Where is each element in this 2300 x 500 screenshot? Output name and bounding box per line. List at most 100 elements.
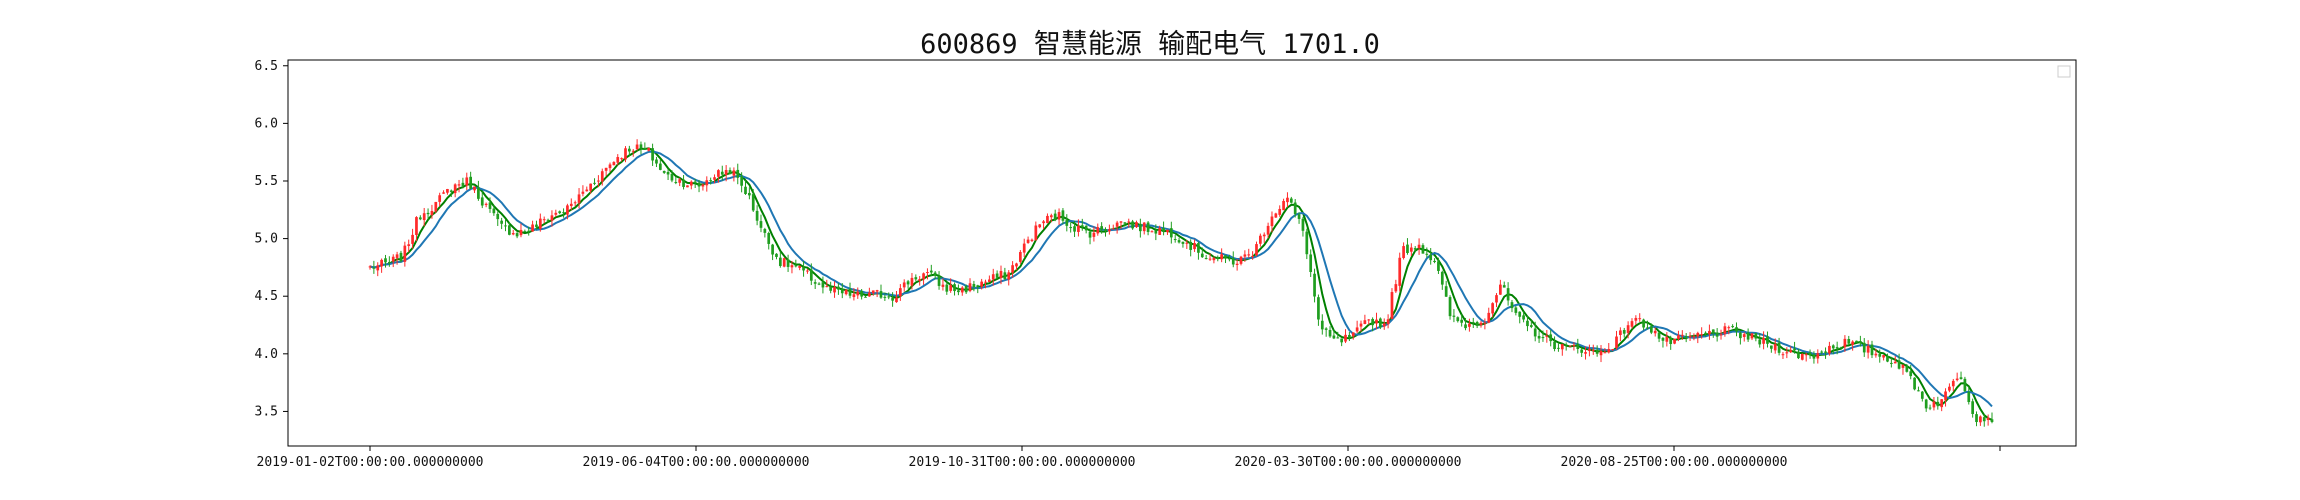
candle [1646, 320, 1649, 330]
candle-body [1510, 302, 1514, 309]
candle-body [1483, 322, 1487, 324]
candle [608, 162, 612, 172]
candle [515, 232, 519, 239]
candle-body [411, 234, 414, 244]
candle-body [1231, 258, 1235, 265]
candle [709, 177, 713, 185]
candle-body [720, 171, 724, 175]
candle [1591, 344, 1595, 355]
y-tick-label: 4.0 [255, 347, 278, 362]
candle [1731, 324, 1734, 329]
candle [1216, 255, 1220, 262]
candle-body [817, 283, 821, 285]
candle-body [771, 244, 774, 255]
candle [1754, 332, 1758, 342]
candle [1351, 332, 1355, 340]
candle-body [1193, 243, 1196, 250]
candle-body [1111, 228, 1115, 230]
candle [1274, 212, 1278, 218]
candle-body [1475, 321, 1479, 326]
candle-body [465, 177, 469, 186]
candle [1073, 220, 1076, 238]
candle [562, 208, 565, 218]
candle-body [1328, 329, 1332, 337]
candle [1665, 332, 1669, 347]
candle [647, 147, 651, 152]
candle-body [407, 244, 411, 247]
candle-body [717, 170, 720, 177]
candle [1034, 221, 1038, 241]
candle-body [1324, 328, 1328, 330]
candle [1878, 349, 1882, 363]
candle [1197, 241, 1200, 260]
candle-body [1247, 254, 1251, 256]
candle-body [1402, 246, 1405, 258]
candle-body [1932, 401, 1936, 408]
candle [1460, 314, 1464, 327]
candle [1510, 299, 1514, 313]
candle [837, 283, 840, 295]
candle-body [1804, 354, 1808, 356]
candle-body [1084, 225, 1088, 231]
candle [399, 250, 403, 263]
candle-body [1088, 231, 1092, 238]
candle-body [1154, 230, 1158, 234]
candle [806, 268, 809, 274]
candle-body [1080, 225, 1084, 228]
candle-body [678, 179, 682, 183]
candle [1235, 259, 1239, 271]
candle-body [1878, 353, 1882, 357]
candle [569, 198, 573, 211]
candle [492, 205, 496, 216]
candle-body [1936, 401, 1940, 407]
candle [1653, 327, 1657, 337]
candle-body [1282, 200, 1285, 211]
candle-body [562, 212, 565, 214]
candle-body [980, 281, 983, 287]
candle [1700, 327, 1704, 339]
candle-body [941, 284, 945, 287]
candle-body [1711, 329, 1715, 333]
candle [1831, 344, 1835, 355]
candle-body [612, 162, 616, 166]
candle [922, 272, 925, 285]
candle-body [1824, 351, 1827, 353]
candle-body [1344, 334, 1347, 342]
candle-body [1839, 347, 1843, 349]
candle-body [1034, 225, 1038, 241]
candle [1402, 242, 1405, 260]
candle-body [1971, 401, 1974, 414]
candle [740, 172, 743, 193]
candle-body [1634, 317, 1638, 321]
candle-body [1046, 215, 1049, 224]
candle-body [589, 183, 593, 191]
candle [1026, 236, 1030, 244]
candle [782, 257, 786, 268]
candle-body [887, 296, 891, 298]
candle-body [755, 210, 759, 221]
candle [581, 185, 585, 197]
candle-body [368, 266, 372, 268]
candle [918, 276, 922, 286]
candle-body [1061, 210, 1065, 221]
candle [1266, 222, 1270, 239]
candle [1119, 221, 1123, 230]
candle-body [1158, 228, 1162, 235]
candle [1793, 341, 1796, 354]
candle-body [1944, 391, 1947, 401]
candle [527, 226, 531, 236]
candle [1336, 331, 1340, 339]
candle [453, 183, 457, 198]
candle [1514, 305, 1518, 316]
candle [1088, 228, 1092, 245]
candle [612, 161, 616, 166]
candle-body [813, 282, 817, 284]
candle [1924, 398, 1928, 412]
candle-body [1584, 352, 1587, 354]
candle [1208, 253, 1212, 261]
candle-body [1038, 224, 1042, 228]
candle-body [1591, 349, 1595, 351]
candle [480, 191, 484, 209]
candle [798, 265, 802, 271]
candle [713, 174, 716, 184]
